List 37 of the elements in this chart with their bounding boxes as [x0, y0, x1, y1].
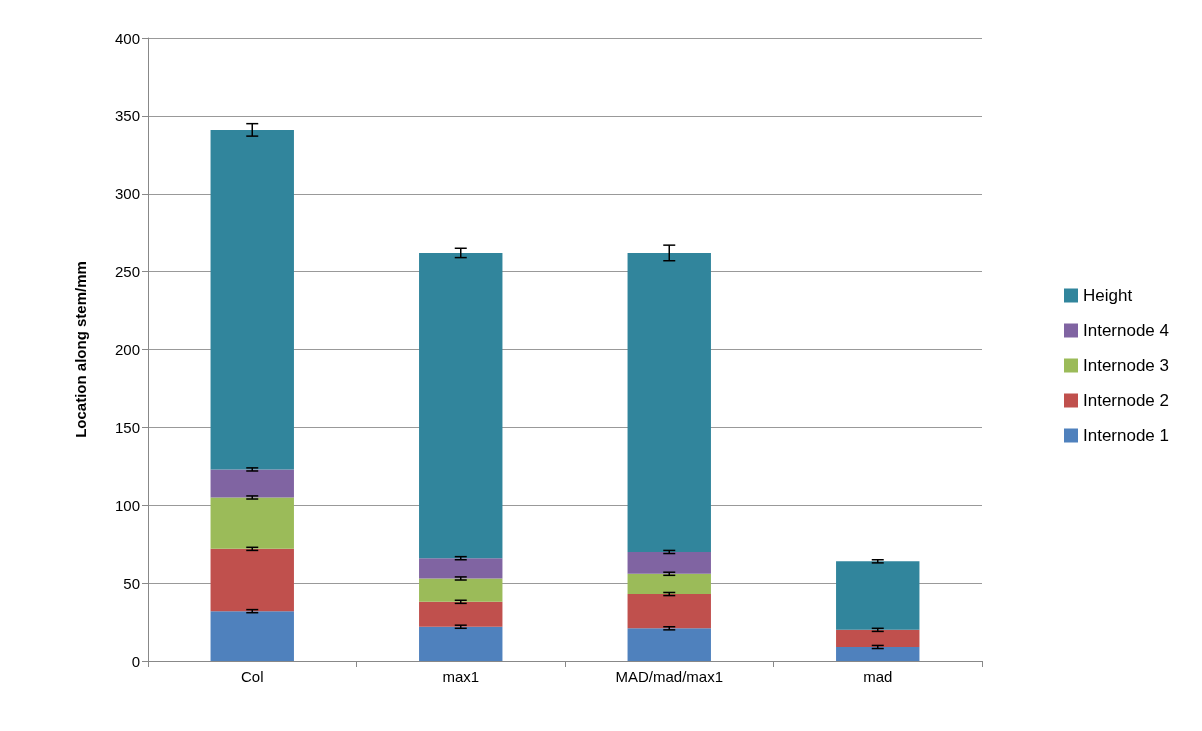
legend-label: Height [1082, 286, 1133, 305]
y-tick-label: 350 [114, 107, 140, 125]
y-tick-label: 400 [114, 29, 140, 47]
bar [210, 129, 294, 470]
y-tick-label: 50 [123, 574, 140, 592]
bar [627, 628, 711, 661]
x-tick-label: Col [240, 668, 264, 685]
y-tick-label: 100 [114, 496, 140, 514]
bar [419, 558, 503, 579]
bar [210, 497, 294, 549]
y-tick-label: 250 [114, 263, 140, 281]
bar [419, 601, 503, 627]
bar [419, 252, 503, 559]
bar [836, 629, 920, 647]
y-tick-label: 200 [114, 341, 140, 358]
bar [210, 469, 294, 498]
legend-label: Internode 4 [1082, 321, 1169, 340]
y-tick-label: 300 [114, 185, 140, 203]
bar [627, 551, 711, 574]
x-tick-label: MAD/mad/max1 [615, 668, 724, 685]
legend-label: Internode 1 [1082, 426, 1169, 445]
y-axis-title: Location along stem/mm [72, 261, 89, 438]
x-tick-label: max1 [442, 668, 480, 685]
legend-label: Internode 2 [1082, 391, 1169, 410]
y-tick-label: 150 [114, 418, 140, 436]
bar [836, 561, 920, 630]
y-tick-label: 0 [131, 652, 140, 670]
bar [627, 594, 711, 629]
bar [210, 548, 294, 612]
bar [627, 252, 711, 552]
bar [627, 573, 711, 595]
x-tick-label: mad [863, 668, 893, 685]
legend-label: Internode 3 [1082, 356, 1169, 375]
bar [419, 578, 503, 602]
bar [210, 611, 294, 661]
bar [419, 626, 503, 661]
bar [836, 646, 920, 661]
